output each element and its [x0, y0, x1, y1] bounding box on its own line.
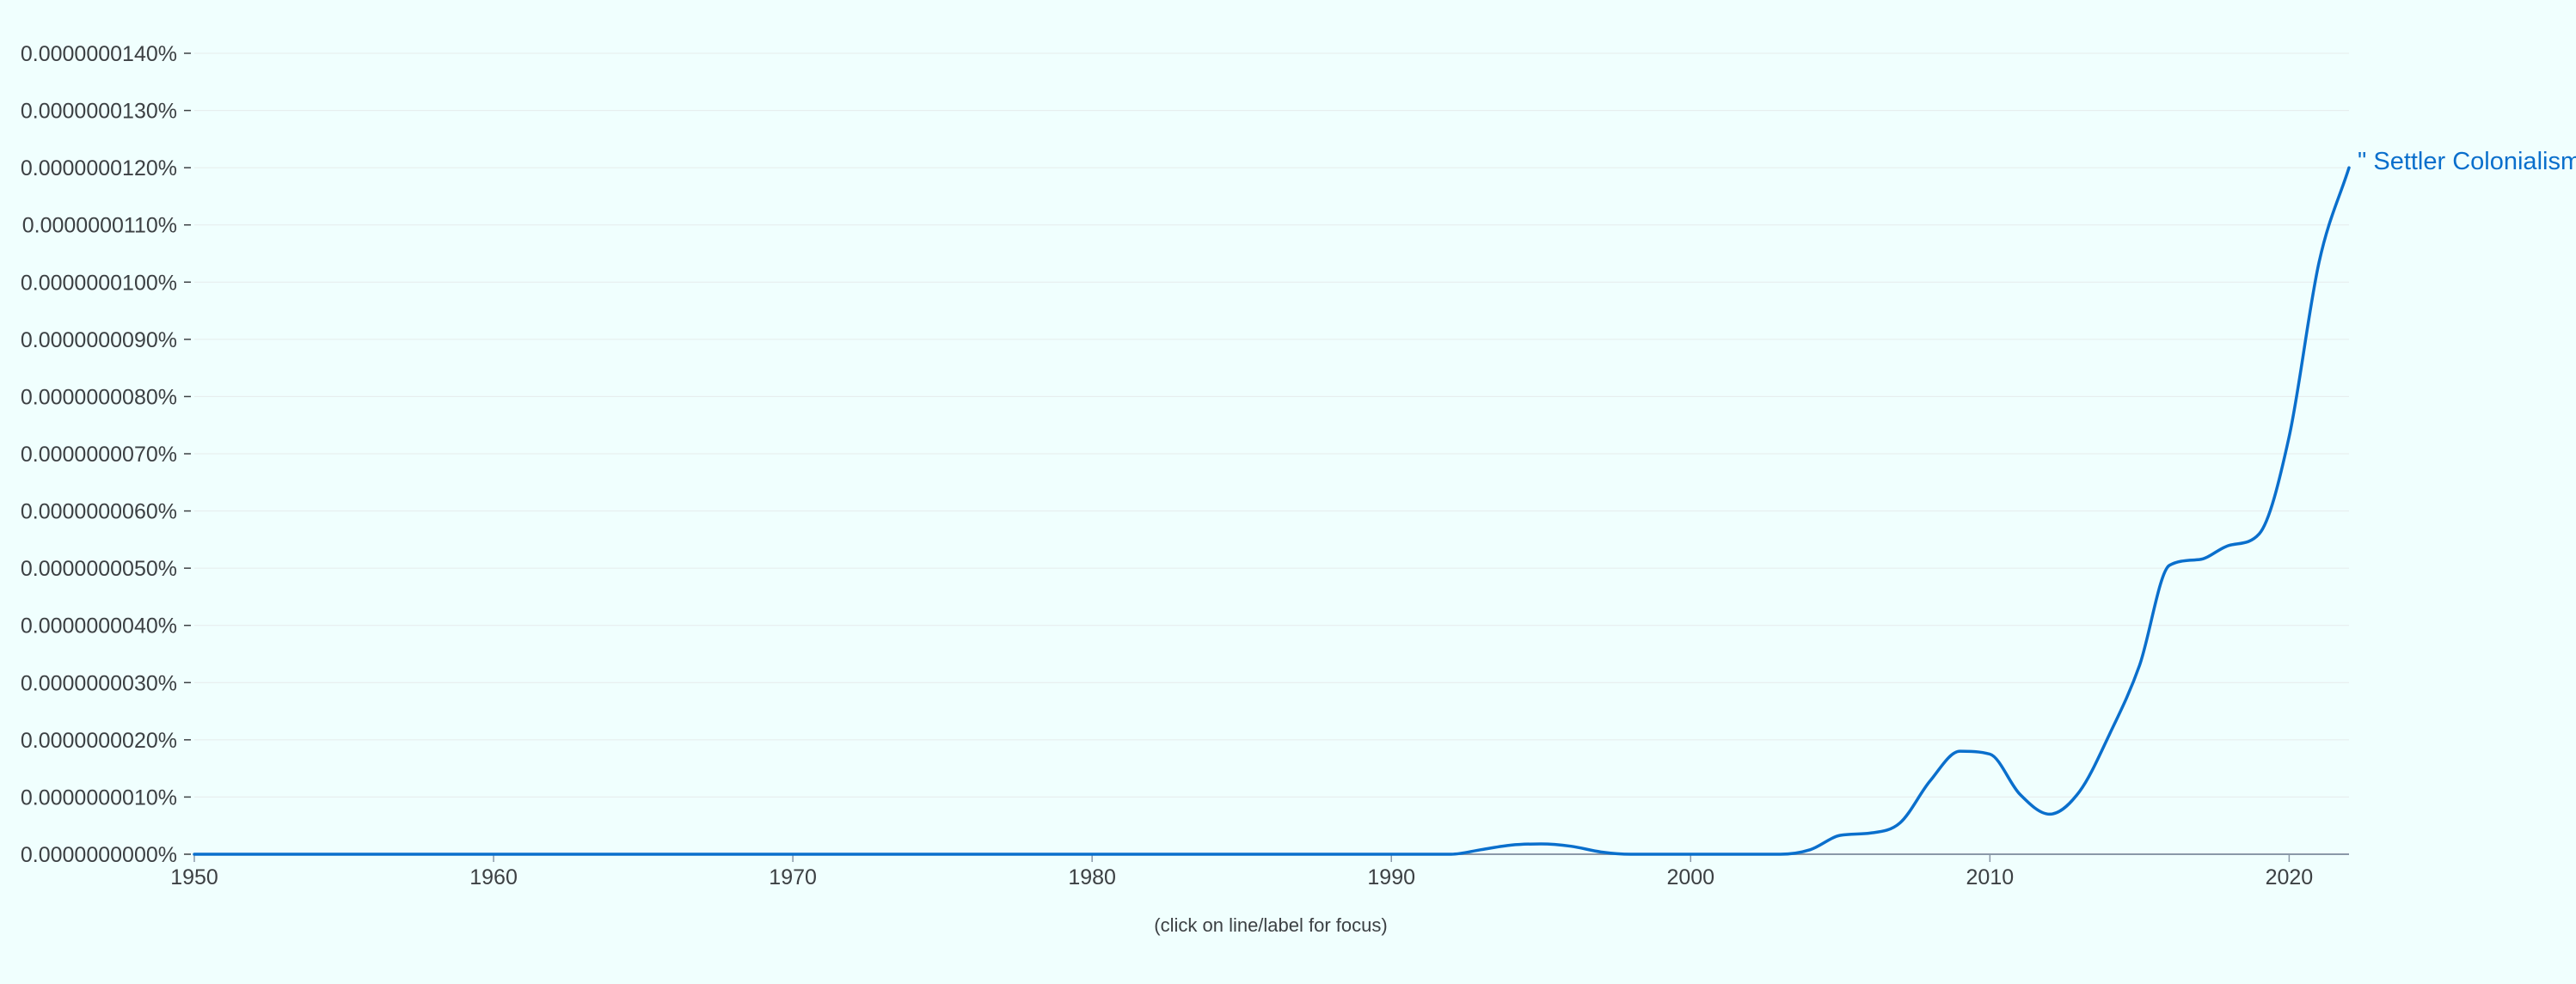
y-tick-label: 0.0000000040%: [21, 614, 177, 639]
x-tick-label: 1990: [1367, 865, 1415, 889]
y-tick-label: 0.0000000130%: [21, 100, 177, 124]
y-tick-label: 0.0000000010%: [21, 785, 177, 810]
x-tick-label: 2010: [1966, 865, 2015, 889]
x-tick-label: 1980: [1068, 865, 1116, 889]
x-tick-label: 2000: [1666, 865, 1714, 889]
x-tick-label: 1960: [469, 865, 518, 889]
series-line[interactable]: [193, 166, 2351, 856]
y-tick-label: 0.0000000110%: [22, 214, 177, 238]
x-axis: 1950 1960 1970 1980 1990 2000 2010 2020: [170, 853, 2349, 889]
y-axis: 0.0000000000% 0.0000000010% 0.0000000020% 0…: [21, 42, 191, 867]
y-tick-label: 0.0000000080%: [21, 385, 177, 409]
y-tick-label: 0.0000000050%: [21, 557, 177, 581]
y-tick-label: 0.0000000090%: [21, 328, 177, 352]
y-tick-label: 0.0000000020%: [21, 729, 177, 753]
x-tick-label: 1950: [170, 865, 218, 889]
x-tick-label: 1970: [769, 865, 817, 889]
y-tick-label: 0.0000000070%: [21, 443, 177, 467]
series-layer[interactable]: " Settler Colonialism: [193, 148, 2576, 856]
grid-lines: [194, 52, 2349, 798]
y-tick-label: 0.0000000140%: [21, 42, 177, 66]
y-tick-label: 0.0000000100%: [21, 271, 177, 295]
y-tick-label: 0.0000000120%: [21, 156, 177, 180]
series-label[interactable]: " Settler Colonialism: [2358, 148, 2576, 175]
y-tick-label: 0.0000000060%: [21, 500, 177, 524]
x-tick-label: 2020: [2266, 865, 2314, 889]
y-tick-label: 0.0000000030%: [21, 671, 177, 695]
y-tick-label: 0.0000000000%: [21, 843, 177, 867]
focus-hint: (click on line/label for focus): [1154, 914, 1387, 936]
